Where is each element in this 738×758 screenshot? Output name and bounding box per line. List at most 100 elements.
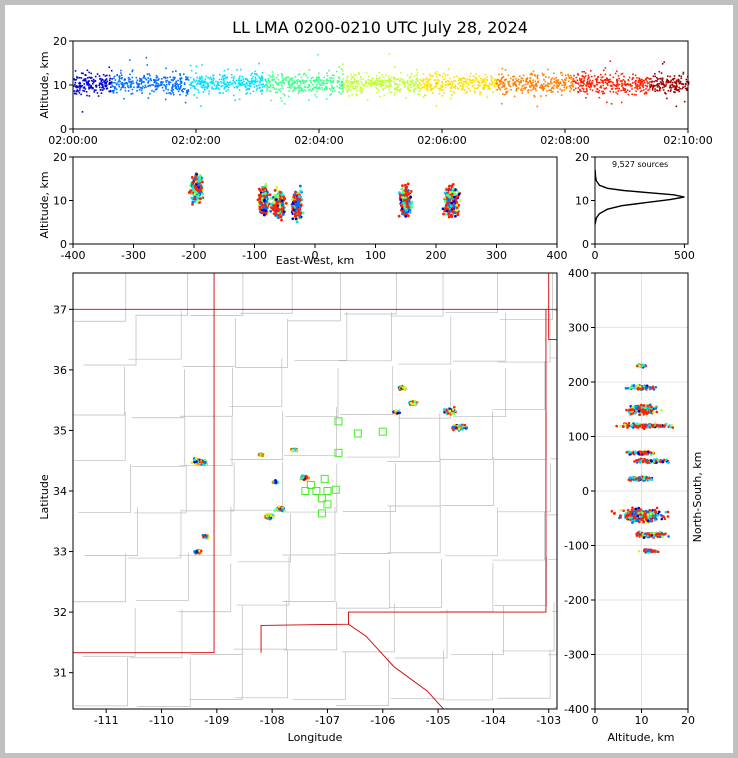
source-point xyxy=(515,84,517,87)
source-point xyxy=(392,76,395,79)
county-boundary xyxy=(128,509,182,559)
source-point xyxy=(534,80,537,83)
source-point xyxy=(526,77,529,79)
source-point xyxy=(532,70,535,73)
source-point xyxy=(405,202,409,206)
source-point xyxy=(404,84,406,87)
source-point xyxy=(534,75,537,77)
source-point xyxy=(663,61,666,63)
source-point xyxy=(675,89,678,91)
source-point xyxy=(378,89,380,92)
source-point xyxy=(545,94,548,97)
source-point xyxy=(269,85,272,88)
source-point xyxy=(574,87,577,90)
source-point xyxy=(157,79,160,81)
source-point xyxy=(297,194,301,198)
source-point xyxy=(682,86,685,89)
source-point xyxy=(204,89,206,91)
source-point xyxy=(276,200,280,204)
source-point xyxy=(495,83,498,86)
source-point xyxy=(436,76,438,78)
source-point xyxy=(441,84,443,86)
source-point xyxy=(558,82,561,85)
source-point xyxy=(145,56,148,59)
source-point xyxy=(347,75,349,78)
source-point xyxy=(675,87,678,89)
county-boundary xyxy=(500,273,553,321)
source-point xyxy=(656,86,659,88)
source-point xyxy=(200,82,202,85)
source-point xyxy=(472,84,475,87)
source-point xyxy=(410,73,413,75)
source-point xyxy=(266,88,268,90)
source-point xyxy=(136,79,139,82)
source-point xyxy=(654,88,656,90)
source-point xyxy=(495,80,498,82)
source-point xyxy=(462,86,465,88)
source-point xyxy=(458,198,462,202)
x-tick-label: -103 xyxy=(536,714,561,727)
source-point xyxy=(259,80,262,82)
source-point xyxy=(685,78,688,81)
source-point xyxy=(509,77,512,80)
source-point xyxy=(258,84,260,86)
source-point xyxy=(162,76,165,79)
source-point xyxy=(227,83,230,86)
source-point xyxy=(396,411,400,415)
source-point xyxy=(390,79,392,82)
source-point xyxy=(641,80,644,83)
source-point xyxy=(523,87,525,90)
source-point xyxy=(239,79,241,82)
county-boundary xyxy=(73,553,126,603)
source-point xyxy=(450,87,453,90)
source-point xyxy=(553,80,556,83)
source-point xyxy=(325,85,328,88)
source-point xyxy=(638,79,641,81)
county-boundary xyxy=(230,411,283,460)
source-point xyxy=(173,76,175,79)
source-point xyxy=(249,85,252,87)
source-point xyxy=(636,83,639,86)
source-point xyxy=(206,83,209,86)
source-point xyxy=(95,86,98,88)
source-point xyxy=(395,78,398,81)
source-point xyxy=(314,93,317,96)
x-tick-label: -110 xyxy=(149,714,174,727)
source-point xyxy=(687,83,690,85)
source-point xyxy=(278,83,280,86)
source-point xyxy=(429,86,431,89)
source-point xyxy=(621,84,624,86)
source-point xyxy=(87,84,90,86)
source-point xyxy=(650,84,652,86)
source-point xyxy=(287,80,289,83)
source-point xyxy=(332,77,335,80)
source-point xyxy=(83,86,86,88)
source-point xyxy=(297,79,299,81)
source-point xyxy=(277,213,280,217)
source-point xyxy=(127,77,130,79)
source-point xyxy=(271,480,275,484)
source-point xyxy=(588,86,591,89)
source-point xyxy=(116,91,118,94)
source-point xyxy=(579,79,581,81)
source-point xyxy=(168,83,170,86)
source-point xyxy=(333,74,335,77)
county-boundary xyxy=(178,563,232,613)
source-point xyxy=(546,90,548,92)
source-point xyxy=(100,80,103,83)
source-point xyxy=(266,81,268,84)
source-point xyxy=(196,175,200,179)
source-point xyxy=(595,83,598,86)
source-point xyxy=(588,81,591,83)
source-point xyxy=(663,86,666,88)
source-point xyxy=(269,209,273,213)
source-point xyxy=(212,77,215,79)
source-point xyxy=(543,87,545,90)
source-point xyxy=(622,79,625,81)
source-point xyxy=(517,78,520,81)
source-point xyxy=(548,76,550,79)
source-point xyxy=(423,86,426,89)
source-point xyxy=(108,79,111,82)
source-point xyxy=(79,85,81,88)
